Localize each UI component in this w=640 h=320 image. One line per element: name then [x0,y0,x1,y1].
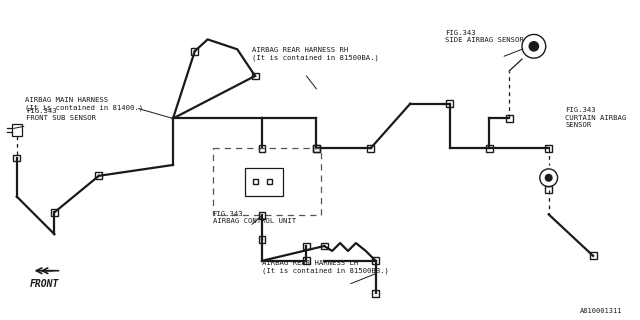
Text: FIG.343
FRONT SUB SENSOR: FIG.343 FRONT SUB SENSOR [26,108,96,122]
Bar [212,148,321,215]
Text: FIG.343
AIRBAG CONTROL UNIT: FIG.343 AIRBAG CONTROL UNIT [212,211,296,224]
Text: FIG.343
CURTAIN AIRBAG
SENSOR: FIG.343 CURTAIN AIRBAG SENSOR [566,108,627,128]
Text: AIRBAG MAIN HARNESS
(It is contained in 81400.): AIRBAG MAIN HARNESS (It is contained in … [25,97,143,111]
Text: A810001311: A810001311 [580,308,623,314]
Circle shape [545,174,553,182]
Text: FRONT: FRONT [30,279,59,289]
Text: AIRBAG REAR HARNESS LH
(It is contained in 81500BB.): AIRBAG REAR HARNESS LH (It is contained … [262,260,389,274]
Bar [245,168,283,196]
Text: FIG.343
SIDE AIRBAG SENSOR: FIG.343 SIDE AIRBAG SENSOR [445,30,524,43]
Circle shape [529,41,539,52]
Text: AIRBAG REAR HARNESS RH
(It is contained in 81500BA.): AIRBAG REAR HARNESS RH (It is contained … [252,47,379,61]
